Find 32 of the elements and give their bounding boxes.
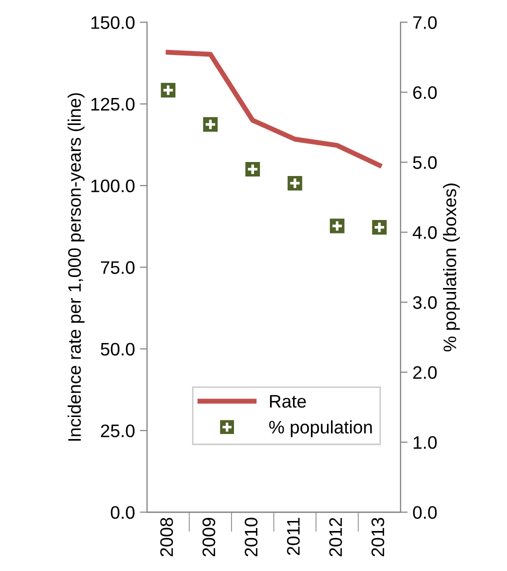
y-tick-label: 75.0 <box>101 261 135 274</box>
point <box>245 162 260 177</box>
y-tick-label: 0.0 <box>110 506 135 519</box>
y2-tick-label: 0.0 <box>413 506 437 519</box>
y2-tick-label: 5.0 <box>413 156 437 169</box>
y-tick-label: 25.0 <box>100 424 135 438</box>
y2-tick-label: 6.0 <box>413 86 437 99</box>
legend-label: % population <box>269 420 372 438</box>
y-axis-title: Incidence rate per 1,000 person-years (line) <box>68 93 84 441</box>
point <box>203 117 218 132</box>
y-tick-label: 150.0 <box>91 16 135 29</box>
x-tick-label: 2012 <box>329 518 342 556</box>
y2-tick-label: 4.0 <box>412 226 437 239</box>
x-tick-label: 2010 <box>244 518 258 556</box>
y2-tick-label: 2.0 <box>413 366 437 379</box>
x-tick-label: 2013 <box>371 518 384 556</box>
y-tick-label: 50.0 <box>100 342 135 356</box>
x-tick-label: 2009 <box>202 518 216 556</box>
y2-tick-label: 1.0 <box>414 436 437 449</box>
line-series <box>166 50 382 168</box>
y2-axis-title: % population (boxes) <box>442 184 460 352</box>
point <box>330 218 344 234</box>
x-tick-label: 2008 <box>160 518 173 556</box>
legend-label: Rate <box>270 395 306 408</box>
y-tick-label: 100.0 <box>91 180 135 192</box>
point <box>372 220 387 235</box>
y-tick-label: 125.0 <box>91 98 135 111</box>
y2-tick-label: 3.0 <box>413 296 437 309</box>
point <box>160 82 176 98</box>
x-tick-label: 2011 <box>286 518 300 555</box>
y2-tick-label: 7.0 <box>413 16 437 29</box>
point <box>288 176 302 191</box>
